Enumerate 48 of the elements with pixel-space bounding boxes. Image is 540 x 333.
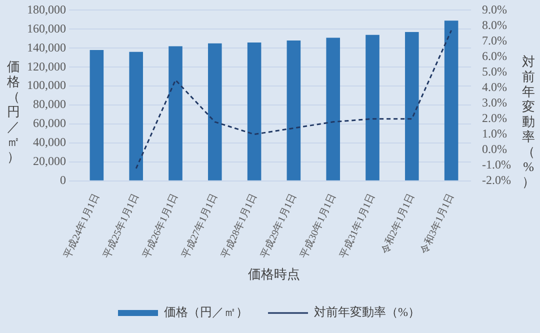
y2-tick-label: 6.0% <box>482 48 508 63</box>
y2-tick-label: 9.0% <box>482 2 508 16</box>
y-tick-label: 40,000 <box>33 135 66 150</box>
bar <box>405 32 419 180</box>
x-tick-label: 平成30年1月1日 <box>298 192 338 260</box>
x-tick-label: 平成28年1月1日 <box>218 192 260 260</box>
x-tick-label: 平成25年1月1日 <box>100 192 142 260</box>
y-axis-title: 価格（円／㎡） <box>6 59 21 165</box>
bar <box>444 20 458 180</box>
y2-tick-label: 7.0% <box>482 33 508 48</box>
x-axis-title: 価格時点 <box>248 266 300 282</box>
bar <box>247 42 262 180</box>
y-tick-label: 20,000 <box>33 154 66 168</box>
x-tick-label: 平成29年1月1日 <box>258 192 299 260</box>
y2-tick-label: -1.0% <box>482 158 512 172</box>
legend-label: 価格（円／㎡） <box>164 305 248 320</box>
bar <box>286 40 301 180</box>
y2-tick-label: 5.0% <box>482 64 508 78</box>
bar <box>366 34 380 180</box>
bar <box>129 52 143 180</box>
bar <box>90 50 104 180</box>
line-series <box>135 30 452 170</box>
x-tick-label: 平成24年1月1日 <box>61 192 102 260</box>
x-tick-label: 平成31年1月1日 <box>337 192 378 260</box>
y-tick-label: 180,000 <box>27 2 66 16</box>
y2-tick-label: 0.0% <box>482 142 508 156</box>
x-tick-label: 令和2年1月1日 <box>378 192 418 256</box>
y-tick-label: 160,000 <box>27 21 66 36</box>
y2-tick-label: 2.0% <box>482 110 508 125</box>
y2-tick-label: 1.0% <box>482 126 508 140</box>
y2-tick-label: 8.0% <box>482 18 508 32</box>
y-tick-label: 80,000 <box>33 97 66 112</box>
x-tick-label: 平成27年1月1日 <box>180 192 220 260</box>
y-tick-label: 60,000 <box>33 116 66 130</box>
bar <box>208 43 222 180</box>
y2-tick-label: -2.0% <box>482 173 512 188</box>
y2-tick-label: 4.0% <box>482 80 508 94</box>
bar <box>168 46 182 180</box>
y-tick-label: 0 <box>60 173 66 188</box>
x-tick-label: 令和3年1月1日 <box>418 192 456 256</box>
text: 対前年変動率（%） <box>522 54 535 188</box>
y-tick-label: 100,000 <box>27 78 66 92</box>
y2-tick-label: 3.0% <box>482 95 508 110</box>
legend-label: 対前年変動率（%） <box>314 305 420 320</box>
x-tick-label: 平成26年1月1日 <box>140 192 181 260</box>
y-tick-label: 120,000 <box>27 59 66 74</box>
bar <box>326 38 340 180</box>
y-tick-label: 140,000 <box>27 40 66 54</box>
